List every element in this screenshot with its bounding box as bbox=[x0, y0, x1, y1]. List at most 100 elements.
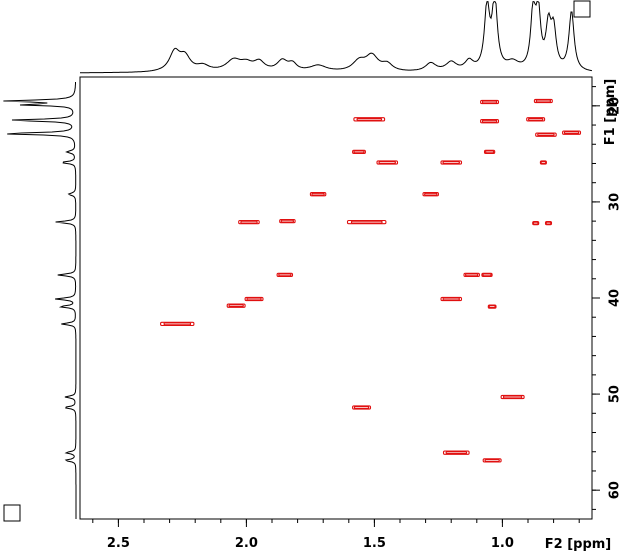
cross-peak-contour bbox=[246, 297, 262, 301]
cross-peak bbox=[483, 149, 496, 155]
cross-peak-contour bbox=[488, 305, 496, 309]
y-tick-label: 60 bbox=[608, 481, 623, 499]
cross-peak-contour bbox=[353, 150, 365, 154]
cross-peak bbox=[480, 99, 500, 105]
cross-peak-contour bbox=[346, 219, 387, 225]
cross-peak-contour bbox=[238, 219, 260, 225]
cross-peak bbox=[442, 450, 470, 455]
cross-peak-contour bbox=[226, 303, 246, 308]
cross-peak-contour bbox=[311, 192, 325, 196]
x-tick-label: 2.5 bbox=[107, 536, 130, 551]
projection-toggle-box-top-right[interactable] bbox=[573, 0, 591, 18]
cross-peak-contour bbox=[545, 221, 552, 225]
cross-peak bbox=[481, 272, 493, 278]
cross-peak-contour bbox=[539, 160, 547, 165]
cross-peak-contour bbox=[240, 220, 258, 224]
cross-peak-contour bbox=[376, 160, 399, 165]
cross-peak bbox=[276, 272, 294, 278]
cross-peak bbox=[487, 304, 497, 309]
cross-peak-contour bbox=[163, 322, 192, 326]
cross-peak-contour bbox=[484, 458, 500, 462]
y-tick-label: 20 bbox=[608, 97, 623, 115]
cross-peak-contour bbox=[480, 119, 500, 124]
cross-peak bbox=[376, 160, 399, 165]
cross-peak bbox=[532, 220, 540, 226]
cross-peak-contour bbox=[563, 131, 580, 135]
y-axis: 20 30 40 50 60 bbox=[592, 86, 623, 510]
cross-peak bbox=[352, 405, 372, 410]
f1-projection-trace bbox=[3, 82, 77, 519]
cross-peak bbox=[440, 160, 463, 165]
y-tick-label: 30 bbox=[608, 193, 623, 211]
cross-peak-contour bbox=[350, 220, 383, 224]
cross-peak bbox=[440, 296, 463, 302]
x-axis: 2.5 2.0 1.5 1.0 bbox=[92, 519, 580, 551]
cross-peak-contour bbox=[482, 273, 492, 277]
cross-peak-contour bbox=[532, 221, 539, 225]
cross-peak bbox=[226, 303, 246, 308]
plot-frame bbox=[79, 76, 593, 520]
cross-peak bbox=[463, 272, 480, 278]
x-tick-label: 1.0 bbox=[491, 536, 514, 551]
cross-peak-contour bbox=[481, 100, 498, 104]
cross-peak-contour bbox=[353, 117, 386, 122]
cross-peak-contour bbox=[537, 133, 555, 137]
cross-peak-contour bbox=[280, 219, 295, 223]
cross-peak-contour bbox=[535, 132, 557, 137]
cross-peak-contour bbox=[535, 99, 552, 103]
cross-peak-contour bbox=[544, 220, 553, 226]
cross-peak-contour bbox=[440, 160, 463, 165]
cross-peak-contour bbox=[353, 406, 370, 409]
cross-peak-contour bbox=[160, 321, 195, 327]
y-axis-title: F1 [ppm] bbox=[603, 79, 618, 146]
cross-peak bbox=[544, 220, 553, 226]
cross-peak-contour bbox=[540, 161, 547, 164]
cross-peak-group bbox=[160, 98, 582, 463]
cross-peak bbox=[482, 458, 502, 463]
cross-peak bbox=[238, 219, 260, 225]
cross-peak-contour bbox=[228, 304, 244, 308]
cross-peak-contour bbox=[527, 117, 544, 121]
cross-peak bbox=[309, 192, 327, 197]
cross-peak bbox=[526, 117, 546, 122]
cross-peak bbox=[160, 321, 195, 327]
cross-peak-contour bbox=[463, 272, 480, 278]
cross-peak-contour bbox=[481, 119, 498, 123]
cross-peak bbox=[533, 98, 553, 104]
cross-peak bbox=[500, 394, 525, 400]
cross-peak-contour bbox=[500, 394, 525, 400]
y-tick-label: 40 bbox=[608, 289, 623, 307]
cross-peak-contour bbox=[352, 405, 372, 410]
cross-peak-contour bbox=[526, 117, 546, 122]
cross-peak bbox=[562, 130, 582, 135]
projection-toggle-box-bottom-left[interactable] bbox=[3, 504, 21, 522]
cross-peak bbox=[480, 119, 500, 124]
cross-peak-contour bbox=[424, 192, 438, 196]
cross-peak-contour bbox=[309, 192, 327, 197]
cross-peak bbox=[422, 192, 439, 197]
cross-peak bbox=[346, 219, 387, 225]
cross-peak-contour bbox=[481, 272, 493, 278]
cross-peak-contour bbox=[442, 161, 460, 164]
cross-peak bbox=[279, 218, 296, 224]
x-tick-label: 1.5 bbox=[363, 536, 386, 551]
cross-peak-contour bbox=[244, 296, 264, 302]
cross-peak-contour bbox=[352, 149, 366, 155]
cross-peak-contour bbox=[279, 218, 296, 224]
cross-peak-contour bbox=[440, 296, 463, 302]
cross-peak bbox=[539, 160, 547, 165]
cross-peak-contour bbox=[482, 458, 502, 463]
cross-peak-contour bbox=[276, 272, 294, 278]
cross-peak-contour bbox=[484, 150, 495, 154]
cross-peak-contour bbox=[502, 395, 523, 399]
cross-peak-contour bbox=[356, 117, 383, 121]
cross-peak bbox=[352, 149, 366, 155]
cross-peak-contour bbox=[445, 451, 468, 455]
cross-peak-contour bbox=[378, 161, 396, 164]
cross-peak bbox=[535, 132, 557, 137]
cross-peak-contour bbox=[487, 304, 497, 309]
cross-peak-contour bbox=[442, 450, 470, 455]
cross-peak-contour bbox=[464, 273, 479, 277]
cross-peak-contour bbox=[562, 130, 582, 135]
